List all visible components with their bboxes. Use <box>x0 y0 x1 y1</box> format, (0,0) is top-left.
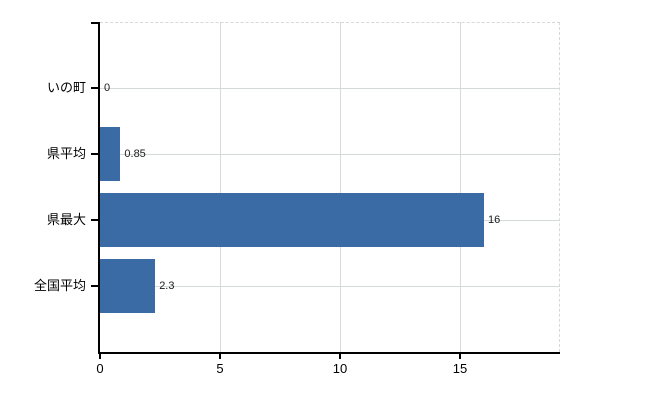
y-axis-top-tick <box>91 22 98 24</box>
h-gridline <box>100 153 560 155</box>
bar <box>100 127 121 181</box>
x-axis-tick <box>339 354 341 359</box>
bar <box>100 259 156 313</box>
y-axis-tick <box>91 87 98 89</box>
bar-value-label: 0 <box>104 82 111 94</box>
category-label: いの町 <box>46 80 86 95</box>
y-axis-line <box>98 22 100 352</box>
y-axis-tick <box>91 219 98 221</box>
h-gridline <box>100 285 560 287</box>
plot-area <box>100 22 560 352</box>
x-axis-tick <box>459 354 461 359</box>
x-axis-tick-label: 0 <box>96 361 104 376</box>
x-axis-line <box>98 352 560 354</box>
x-axis-tick-label: 5 <box>216 361 224 376</box>
v-gridline <box>340 22 341 352</box>
h-gridline <box>100 87 560 89</box>
bar-value-label: 2.3 <box>159 280 175 292</box>
x-axis-tick <box>219 354 221 359</box>
x-axis-tick-label: 10 <box>332 361 348 376</box>
v-gridline <box>460 22 461 352</box>
v-gridline <box>220 22 221 352</box>
y-axis-tick <box>91 285 98 287</box>
category-label: 県平均 <box>46 146 86 161</box>
x-axis-tick <box>99 354 101 359</box>
category-label: 県最大 <box>46 212 86 227</box>
bar-value-label: 16 <box>488 214 501 226</box>
bar <box>100 193 484 247</box>
bar-value-label: 0.85 <box>124 148 146 160</box>
y-axis-tick <box>91 153 98 155</box>
x-axis-tick-label: 15 <box>452 361 468 376</box>
category-label: 全国平均 <box>33 278 86 293</box>
